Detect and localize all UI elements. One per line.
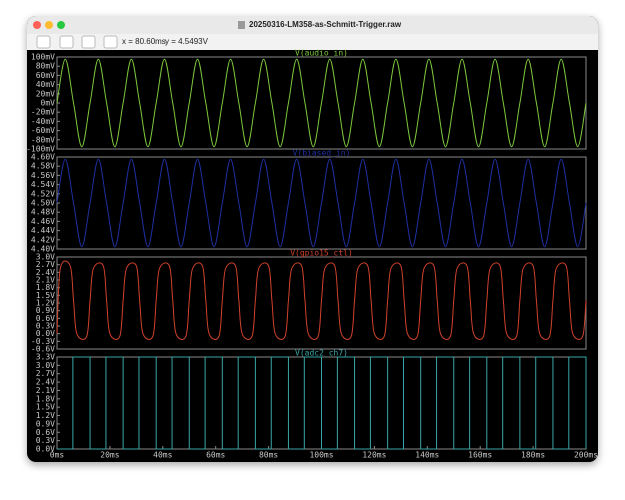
x-tick-label: 60ms (206, 451, 225, 460)
y-tick-label: 100mV (31, 53, 55, 62)
y-tick-label: 4.42V (31, 235, 55, 244)
y-tick-label: 1.8V (36, 283, 55, 292)
y-tick-label: 2.7V (36, 260, 55, 269)
zoom-tool[interactable] (36, 35, 51, 49)
y-tick-label: 0.0V (36, 445, 55, 454)
y-tick-label: 40mV (36, 80, 55, 89)
trace-title: V(gpio15_ctl) (290, 249, 353, 258)
y-tick-label: 4.44V (31, 226, 55, 235)
y-tick-label: 60mV (36, 71, 55, 80)
trace-title: V(biased_in) (293, 149, 351, 158)
y-tick-label: 3.0V (36, 253, 55, 262)
y-tick-label: 3.3V (36, 353, 55, 362)
y-tick-label: 0.3V (36, 436, 55, 445)
trace (56, 260, 587, 340)
y-tick-label: 1.8V (36, 394, 55, 403)
y-tick-label: 1.2V (36, 411, 55, 420)
y-tick-label: 2.1V (36, 276, 55, 285)
x-tick-label: 120ms (362, 451, 386, 460)
x-tick-label: 40ms (153, 451, 172, 460)
x-tick-label: 140ms (415, 451, 439, 460)
fit-tool[interactable] (59, 35, 74, 49)
toolbar (27, 34, 598, 50)
trace-title: V(audio_in) (295, 49, 348, 58)
minimize-button[interactable] (45, 21, 53, 29)
y-tick-label: 2.1V (36, 386, 55, 395)
y-tick-label: -0.3V (31, 337, 55, 346)
y-tick-label: 80mV (36, 62, 55, 71)
trace (57, 356, 587, 450)
y-tick-label: 0.3V (36, 322, 55, 331)
y-tick-label: -20mV (31, 108, 55, 117)
y-tick-label: 3.0V (36, 361, 55, 370)
y-tick-label: 2.7V (36, 369, 55, 378)
y-tick-label: -0.6V (31, 345, 55, 354)
trace (56, 58, 587, 148)
trace (56, 158, 587, 248)
y-tick-label: 1.5V (36, 291, 55, 300)
y-tick-label: 4.48V (31, 208, 55, 217)
trace-title: V(adc2_ch7) (295, 349, 348, 358)
toolbar-buttons (36, 35, 118, 49)
y-tick-label: 4.46V (31, 217, 55, 226)
x-tick-label: 180ms (521, 451, 545, 460)
y-tick-label: 2.4V (36, 378, 55, 387)
y-tick-label: -100mV (26, 145, 55, 154)
cursor-x: x = 80.60ms (122, 37, 166, 46)
y-tick-label: 0.9V (36, 306, 55, 315)
y-tick-label: 0.6V (36, 314, 55, 323)
y-tick-label: -60mV (31, 126, 55, 135)
y-tick-label: 20mV (36, 89, 55, 98)
y-tick-label: 0.0V (36, 329, 55, 338)
cursor-tool[interactable] (103, 35, 118, 49)
window (27, 16, 598, 462)
x-tick-label: 80ms (259, 451, 278, 460)
y-tick-label: 1.2V (36, 299, 55, 308)
cursor-y: y = 4.5493V (165, 37, 209, 46)
y-tick-label: 2.4V (36, 268, 55, 277)
window-title: 20250316-LM358-as-Schmitt-Trigger.raw (249, 20, 402, 29)
y-tick-label: 1.5V (36, 403, 55, 412)
y-tick-label: -40mV (31, 117, 55, 126)
title-bar (27, 16, 598, 34)
x-tick-label: 200ms (574, 451, 598, 460)
y-tick-label: 4.60V (31, 153, 55, 162)
y-tick-label: 4.58V (31, 162, 55, 171)
autorange-tool[interactable] (81, 35, 96, 49)
x-tick-label: 0ms (50, 451, 65, 460)
y-tick-label: -80mV (31, 135, 55, 144)
y-tick-label: 4.40V (31, 245, 55, 254)
y-tick-label: 0.9V (36, 419, 55, 428)
x-tick-label: 20ms (100, 451, 119, 460)
x-tick-label: 160ms (468, 451, 492, 460)
x-tick-label: 100ms (309, 451, 333, 460)
y-tick-label: 4.54V (31, 180, 55, 189)
y-tick-label: 0.6V (36, 428, 55, 437)
file-icon (238, 21, 245, 29)
close-button[interactable] (33, 21, 41, 29)
zoom-button[interactable] (57, 21, 65, 29)
y-tick-label: 0mV (41, 99, 56, 108)
y-tick-label: 4.50V (31, 199, 55, 208)
y-tick-label: 4.52V (31, 189, 55, 198)
y-tick-label: 4.56V (31, 171, 55, 180)
